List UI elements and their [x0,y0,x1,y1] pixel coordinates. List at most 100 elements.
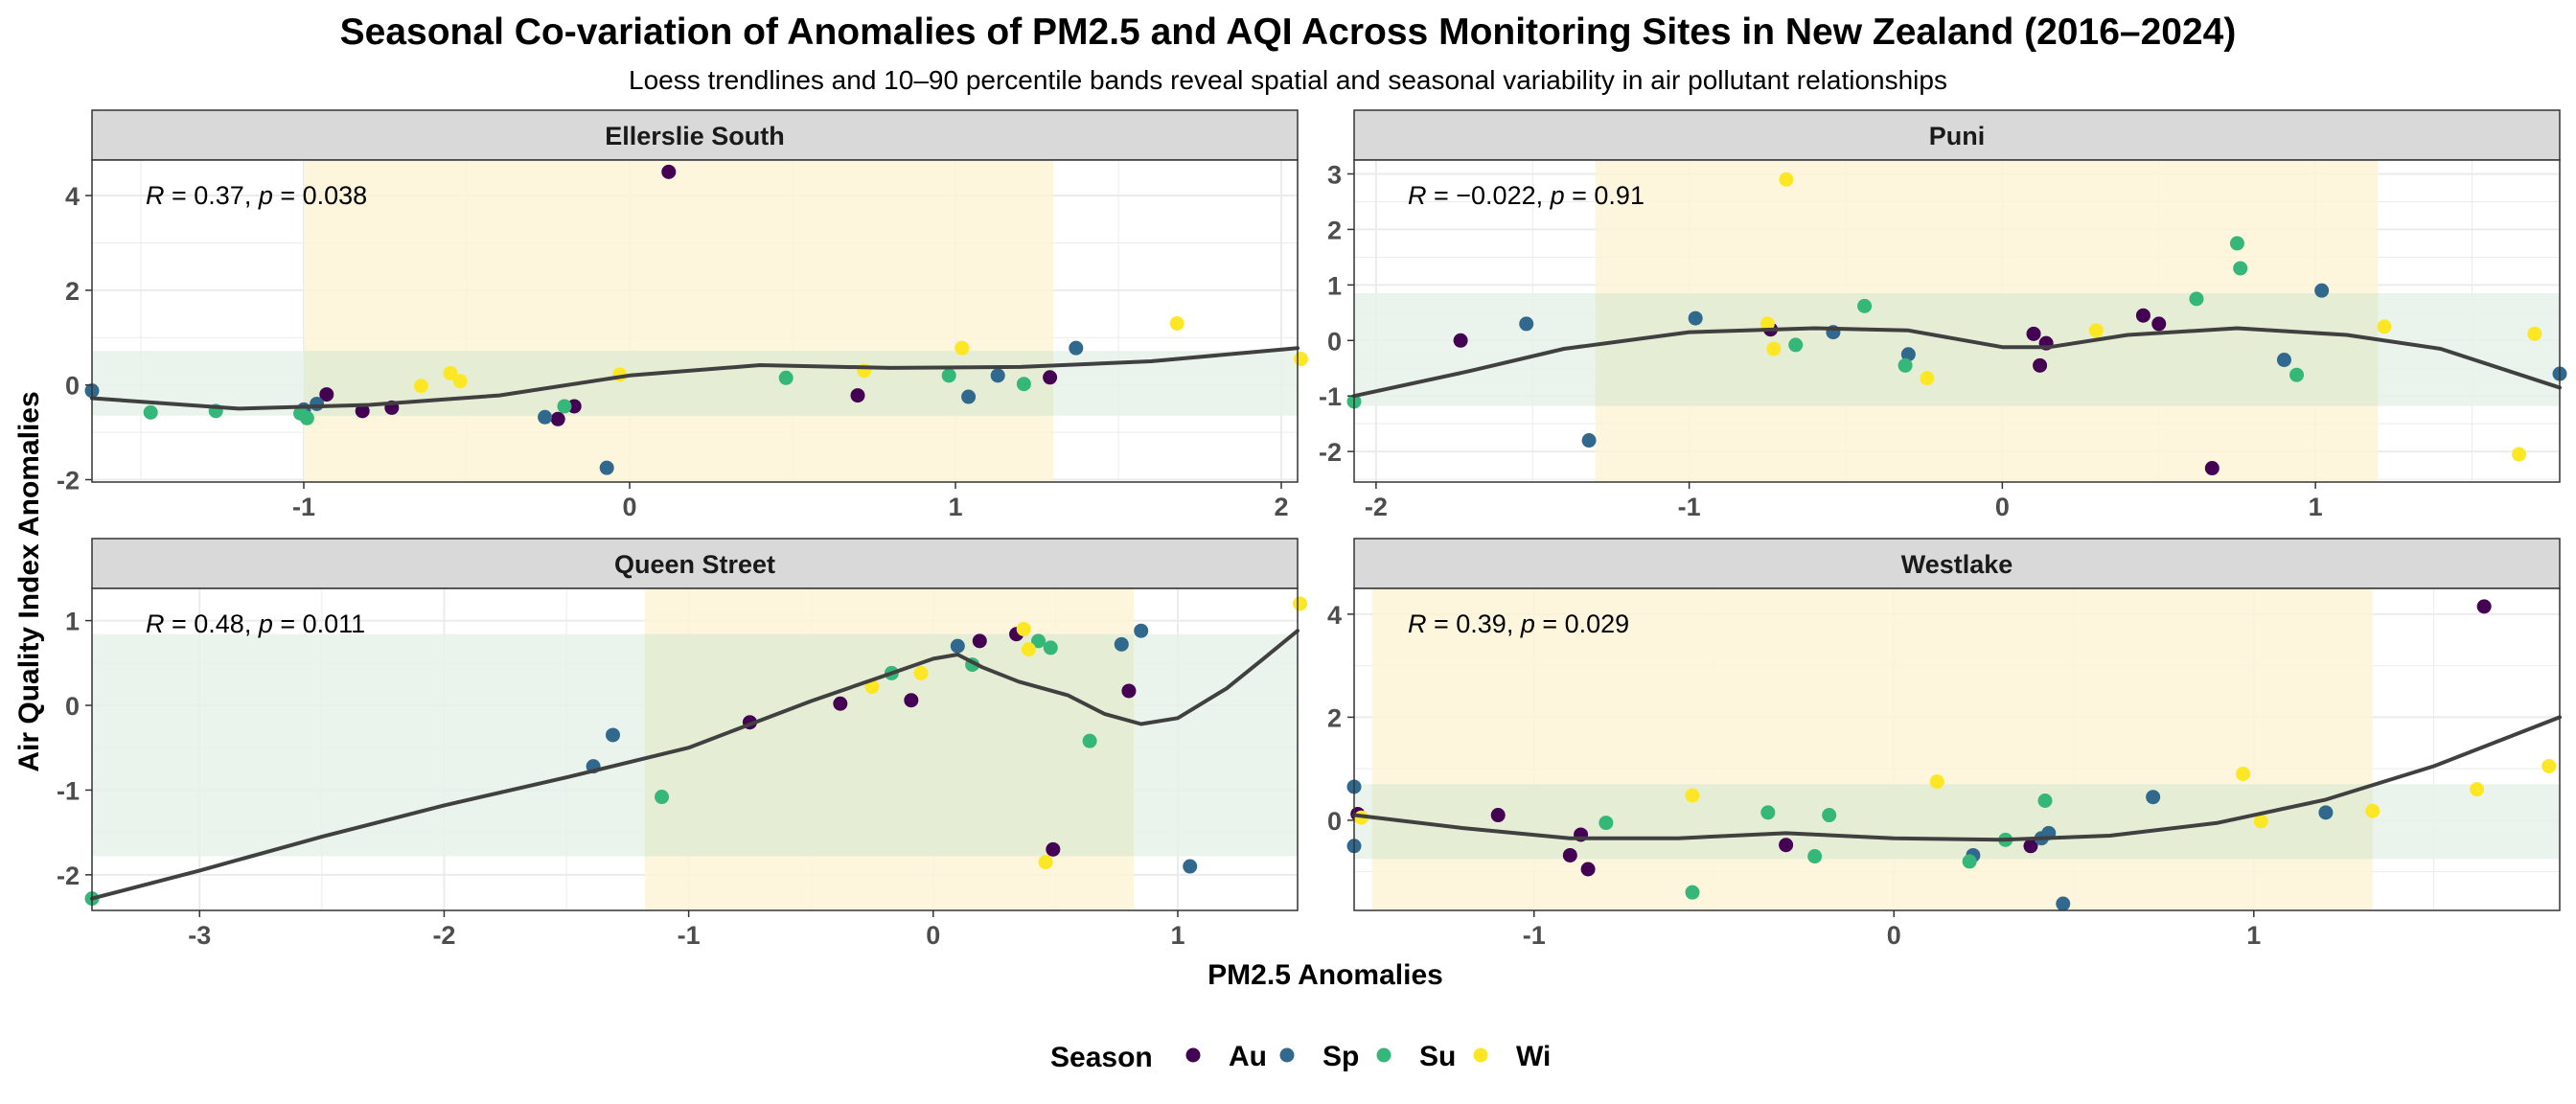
r-value: = −0.022, [1427,181,1551,210]
r-symbol: R [146,610,165,638]
legend-key-wi [1473,1047,1488,1063]
data-point-au [904,693,919,708]
data-point-au [2151,316,2167,332]
data-point-au [355,403,370,419]
data-point-wi [2365,803,2380,818]
data-point-su [941,368,956,383]
correlation-annotation: R = 0.39, p = 0.029 [1408,610,1629,638]
legend-entry-sp: Sp [1279,1041,1359,1072]
data-point-sp [1114,636,1129,652]
data-point-sp [961,389,977,404]
data-point-sp [2276,353,2291,368]
data-point-su [1598,816,1614,831]
data-point-su [2037,793,2053,808]
data-point-wi [443,365,458,380]
y-tick-label: 2 [1327,703,1342,732]
data-points [84,596,1308,907]
data-points [1346,172,2567,476]
p-symbol: p [258,610,273,638]
r-value: = 0.37, [165,181,259,210]
p-value: = 0.011 [273,610,365,638]
p-value: = 0.91 [1565,181,1644,210]
data-point-au [2033,357,2048,373]
panel-border [1353,159,2561,483]
r-symbol: R [1408,610,1427,638]
data-point-su [1031,633,1046,649]
data-point-au [2023,839,2038,854]
data-point-au [833,696,848,711]
data-point-au [1046,841,1061,857]
data-point-sp [2056,896,2071,911]
loess-trendline [1352,326,2562,399]
data-point-wi [1929,774,1944,790]
x-tick-label: -1 [1678,493,1701,521]
data-point-wi [2542,758,2557,773]
x-tick-label: -1 [1523,921,1546,950]
x-tick-label: -2 [1365,493,1388,521]
data-point-au [2135,308,2150,323]
data-point-au [1490,808,1506,823]
x-tick-label: 1 [2246,921,2261,950]
y-tick-label: 2 [65,277,80,306]
data-point-wi [1021,642,1036,657]
data-point-au [2476,599,2492,614]
y-tick-label: 0 [65,372,80,401]
y-tick-label: 1 [65,608,80,636]
data-point-su [1807,849,1823,864]
data-point-su [1822,808,1837,823]
x-tick-label: 2 [1274,493,1288,521]
x-tick-label: 1 [2309,493,2323,521]
data-point-sp [1688,310,1703,326]
data-point-su [299,410,314,426]
data-point-su [1082,733,1097,748]
data-point-wi [1920,371,1935,386]
chart-title: Seasonal Co-variation of Anomalies of PM… [340,12,2237,53]
legend-entry-wi: Wi [1473,1041,1551,1072]
x-axis-title: PM2.5 Anomalies [1208,959,1443,991]
x-tick-label: 1 [948,493,962,521]
data-point-wi [1779,172,1794,187]
data-point-wi [954,340,970,356]
data-point-sp [310,396,325,411]
data-point-wi [2377,319,2392,334]
x-tick-label: -3 [188,921,211,950]
legend-label-au: Au [1229,1041,1267,1072]
data-points [1346,599,2557,911]
y-tick-label: -1 [57,776,80,805]
facet-strip [91,109,1299,161]
facet-strip [91,538,1299,589]
y-tick-label: 0 [1327,807,1342,836]
facet-panel: Westlake R = 0.39, p = 0.029 -1 0 1 0 2 4 [1327,538,2562,950]
x-tick-label: -2 [432,921,455,950]
data-point-su [2229,236,2244,251]
data-point-wi [2236,767,2251,782]
data-point-su [2189,291,2204,307]
data-point-wi [913,665,929,680]
p-symbol: p [1550,181,1565,210]
legend-title: Season [1050,1042,1153,1073]
data-point-au [661,164,677,179]
data-point-su [1962,854,1977,869]
data-point-wi [1016,621,1031,636]
facet-panel: Puni R = −0.022, p = 0.91 -2 -1 0 1 -2 -1 0 1 2 3 [1319,109,2567,521]
data-point-su [1857,298,1873,313]
loess-trendline [1352,715,2562,842]
data-point-wi [1766,341,1782,356]
x-tick-label: 0 [926,921,940,950]
x-tick-label: 0 [1887,921,1901,950]
x-tick-label: -1 [678,921,701,950]
y-tick-label: 3 [1327,160,1342,189]
data-point-sp [599,460,614,475]
data-point-au [319,387,334,402]
data-point-wi [2527,326,2542,341]
loess-trendline [90,629,1300,901]
data-point-su [1685,885,1700,900]
data-point-sp [1900,347,1916,362]
x-tick-label: -1 [292,493,315,521]
legend-key-sp [1279,1047,1295,1063]
panel-border [1353,587,2561,911]
x-percentile-band [304,160,1053,482]
y-tick-label: -2 [1319,438,1342,467]
data-point-su [557,399,572,414]
